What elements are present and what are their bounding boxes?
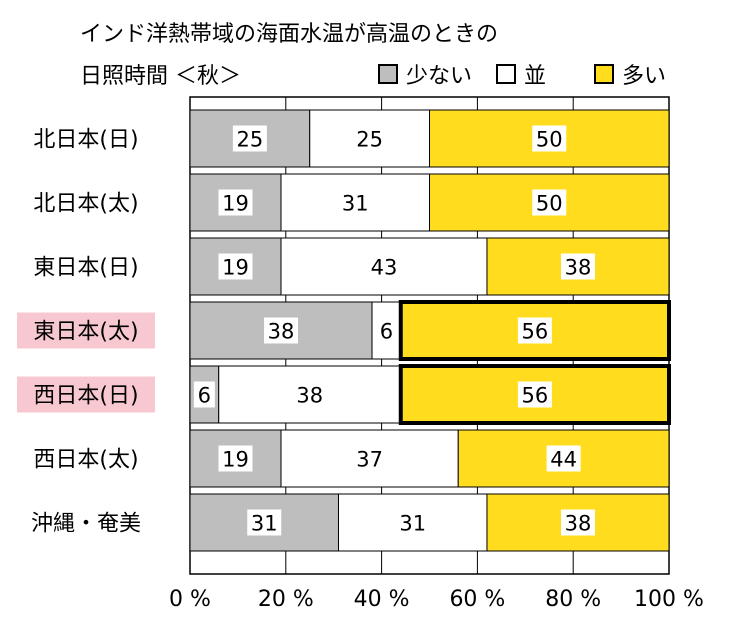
- data-label: 6: [380, 320, 393, 344]
- x-tick-label: 0 %: [169, 587, 211, 612]
- legend-label-normal: 並: [524, 64, 547, 89]
- category-label: 北日本(日): [33, 128, 138, 153]
- legend-label-many: 多い: [622, 64, 667, 89]
- x-tick-label: 80 %: [545, 587, 601, 612]
- data-label-bg: [292, 381, 327, 408]
- category-label-highlight: [17, 312, 155, 349]
- data-label: 19: [222, 256, 249, 280]
- data-label: 44: [550, 448, 577, 472]
- data-label-bg: [560, 253, 595, 280]
- data-label: 25: [237, 128, 264, 152]
- category-label: 東日本(太): [33, 320, 138, 345]
- legend-swatch-normal: [496, 64, 516, 84]
- category-label: 北日本(太): [33, 192, 138, 217]
- legend-swatch-many: [594, 64, 614, 84]
- data-label-bg: [395, 509, 430, 536]
- data-label-bg: [218, 253, 253, 280]
- category-label: 西日本(日): [33, 384, 138, 409]
- legend-label-few: 少ない: [406, 64, 473, 89]
- x-tick-label: 100 %: [634, 587, 704, 612]
- data-label: 56: [522, 320, 549, 344]
- data-label-bg: [352, 125, 387, 152]
- data-label: 56: [522, 384, 549, 408]
- data-label-bg: [218, 189, 253, 216]
- data-label: 31: [251, 512, 278, 536]
- x-tick-label: 20 %: [258, 587, 314, 612]
- data-label-bg: [560, 509, 595, 536]
- data-label: 43: [371, 256, 398, 280]
- category-label: 東日本(日): [33, 256, 138, 281]
- chart-title-line1: インド洋熱帯域の海面水温が高温のときの: [80, 22, 499, 47]
- bar-segment: [218, 365, 402, 424]
- data-label: 19: [222, 192, 249, 216]
- data-label: 50: [536, 192, 563, 216]
- data-label-bg: [532, 189, 567, 216]
- data-label-bg: [232, 125, 267, 152]
- x-tick-label: 60 %: [449, 587, 505, 612]
- data-label: 38: [268, 320, 295, 344]
- data-label-bg: [375, 317, 397, 344]
- data-label-bg: [517, 317, 552, 344]
- data-label-bg: [264, 317, 299, 344]
- data-label: 37: [356, 448, 383, 472]
- category-label: 沖縄・奄美: [31, 512, 141, 537]
- legend-swatch-few: [378, 64, 398, 84]
- category-label-highlight: [17, 376, 155, 413]
- data-label-bg: [247, 509, 282, 536]
- data-label: 31: [399, 512, 426, 536]
- emphasized-segment-border: [398, 364, 671, 425]
- data-label-bg: [546, 445, 581, 472]
- legend-item-many: 多い: [594, 58, 666, 90]
- data-label: 19: [222, 448, 249, 472]
- emphasized-segment-border: [398, 300, 671, 361]
- data-label-bg: [532, 125, 567, 152]
- data-label: 31: [342, 192, 369, 216]
- data-label: 25: [356, 128, 383, 152]
- chart-title-line2: 日照時間 ＜秋＞: [80, 64, 241, 89]
- category-label: 西日本(太): [33, 448, 138, 473]
- data-label: 38: [565, 256, 592, 280]
- legend-item-normal: 並: [496, 58, 546, 90]
- data-label: 38: [296, 384, 323, 408]
- data-label: 50: [536, 128, 563, 152]
- data-label-bg: [338, 189, 373, 216]
- x-tick-label: 40 %: [354, 587, 410, 612]
- legend-item-few: 少ない: [378, 58, 472, 90]
- data-label-bg: [193, 381, 215, 408]
- data-label-bg: [517, 381, 552, 408]
- data-label: 6: [198, 384, 211, 408]
- data-label-bg: [366, 253, 401, 280]
- data-label: 38: [565, 512, 592, 536]
- data-label-bg: [352, 445, 387, 472]
- data-label-bg: [218, 445, 253, 472]
